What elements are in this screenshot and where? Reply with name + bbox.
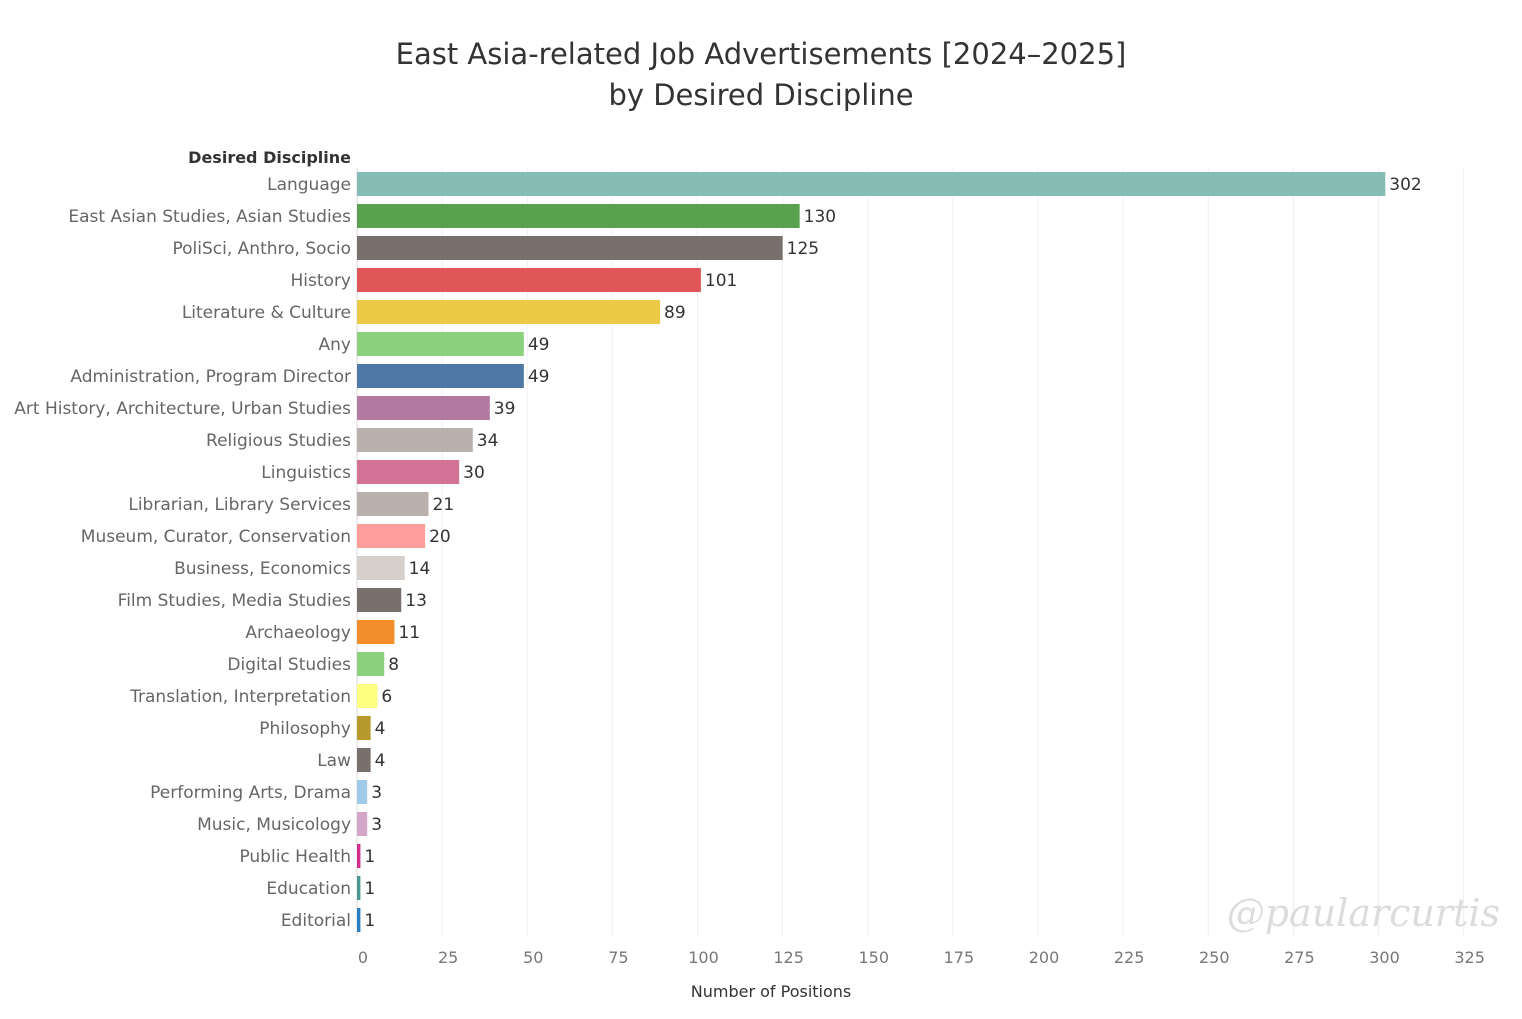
value-label: 6 [381,687,392,707]
x-tick-label-150: 150 [858,948,889,967]
category-label: Public Health [239,847,351,867]
value-label: 8 [388,655,399,675]
value-labels: 3021301251018949493934302120141311864433… [364,175,1421,931]
chart-title-line-2: by Desired Discipline [608,78,914,112]
value-label: 13 [405,591,427,611]
chart-title-line-1: East Asia-related Job Advertisements [20… [395,37,1127,71]
bar[interactable] [357,364,524,388]
bar[interactable] [357,396,490,420]
value-label: 3 [371,783,382,803]
bar[interactable] [357,460,460,484]
bar[interactable] [357,780,368,804]
value-label: 89 [664,303,686,323]
category-label: Translation, Interpretation [129,687,351,707]
x-tick-label-250: 250 [1199,948,1230,967]
bar[interactable] [357,716,371,740]
bar[interactable] [357,172,1386,196]
bar[interactable] [357,876,361,900]
category-label: Museum, Curator, Conservation [81,527,351,547]
x-tick-label-300: 300 [1369,948,1400,967]
bar[interactable] [357,684,378,708]
bar[interactable] [357,204,800,228]
bar[interactable] [357,236,783,260]
value-label: 30 [463,463,485,483]
x-tick-label-75: 75 [608,948,628,967]
value-label: 49 [528,367,550,387]
category-label: Education [266,879,351,899]
bar[interactable] [357,268,701,292]
x-tick-label-325: 325 [1454,948,1485,967]
bar[interactable] [357,428,473,452]
x-tick-label-225: 225 [1114,948,1145,967]
category-label: Performing Arts, Drama [150,783,351,803]
bar[interactable] [357,556,405,580]
x-tick-label-275: 275 [1284,948,1315,967]
category-label: PoliSci, Anthro, Socio [173,239,352,259]
category-label: Art History, Architecture, Urban Studies [14,399,351,419]
category-label: Any [319,335,351,355]
category-label: Business, Economics [174,559,351,579]
bar[interactable] [357,588,402,612]
category-label: Law [317,751,351,771]
bar[interactable] [357,844,361,868]
bars [357,172,1386,932]
value-label: 39 [494,399,516,419]
value-label: 125 [787,239,819,259]
x-tick-label-200: 200 [1029,948,1060,967]
x-axis-title: Number of Positions [691,982,852,1001]
bar[interactable] [357,300,661,324]
value-label: 4 [375,751,386,771]
bar[interactable] [357,748,371,772]
value-label: 1 [364,879,375,899]
watermark: @paularcurtis [1227,891,1500,935]
x-tick-label-25: 25 [438,948,458,967]
x-tick-label-0: 0 [358,948,368,967]
category-label: Editorial [281,911,351,931]
x-tick-label-125: 125 [773,948,804,967]
category-label: Administration, Program Director [70,367,351,387]
value-label: 4 [375,719,386,739]
category-labels: Language East Asian Studies, Asian Studie… [14,175,351,931]
category-label: Digital Studies [227,655,351,675]
value-label: 1 [364,847,375,867]
value-label: 302 [1389,175,1421,195]
category-label: Archaeology [245,623,351,643]
category-label: Linguistics [261,463,351,483]
value-label: 1 [364,911,375,931]
x-tick-label-100: 100 [688,948,719,967]
category-label: Literature & Culture [182,303,351,323]
x-tick-label-175: 175 [944,948,975,967]
category-label: Film Studies, Media Studies [118,591,351,611]
value-label: 34 [477,431,499,451]
value-label: 101 [705,271,737,291]
bar[interactable] [357,492,429,516]
bar[interactable] [357,332,524,356]
category-label: Philosophy [259,719,351,739]
bar[interactable] [357,524,426,548]
category-label: East Asian Studies, Asian Studies [68,207,351,227]
bar[interactable] [357,620,395,644]
bar[interactable] [357,908,361,932]
x-axis-ticks: 0 25 50 75 100 125 150 175 200 225 250 275 300 325 [358,948,1485,967]
value-label: 130 [804,207,836,227]
gridlines [356,168,1465,936]
bar[interactable] [357,812,368,836]
category-label: History [291,271,351,291]
value-label: 21 [433,495,455,515]
x-tick-label-50: 50 [523,948,543,967]
category-label: Religious Studies [206,431,351,451]
category-label: Music, Musicology [197,815,351,835]
chart-title: East Asia-related Job Advertisements [20… [0,34,1522,116]
value-label: 49 [528,335,550,355]
bar[interactable] [357,652,385,676]
category-label: Language [267,175,351,195]
dimension-label: Desired Discipline [188,148,351,167]
value-label: 14 [409,559,431,579]
category-label: Librarian, Library Services [128,495,351,515]
value-label: 3 [371,815,382,835]
value-label: 11 [398,623,420,643]
value-label: 20 [429,527,451,547]
